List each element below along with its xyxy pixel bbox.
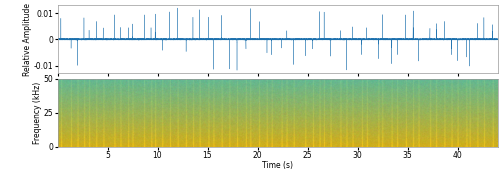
- Y-axis label: Frequency (kHz): Frequency (kHz): [33, 82, 42, 144]
- Y-axis label: Relative Amplitude: Relative Amplitude: [24, 3, 32, 76]
- X-axis label: Time (s): Time (s): [262, 161, 293, 170]
